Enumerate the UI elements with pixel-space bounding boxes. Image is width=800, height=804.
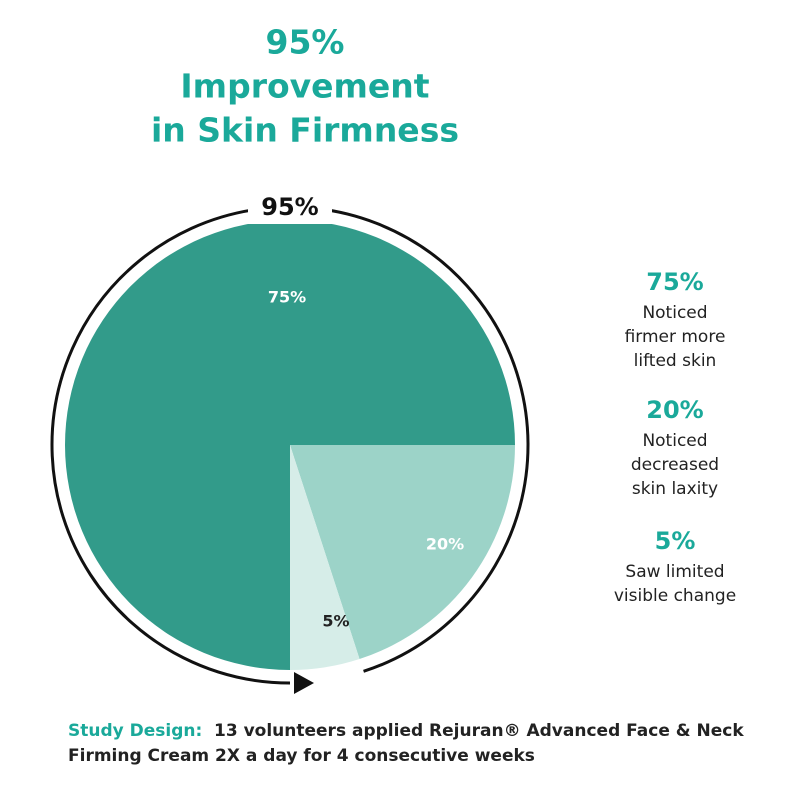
footer-text: Firming Cream 2X a day for 4 consecutive…	[68, 746, 535, 766]
slice-label: 75%	[268, 288, 306, 307]
legend-text: Noticed	[642, 431, 707, 451]
title-line: in Skin Firmness	[151, 111, 459, 150]
legend-text: skin laxity	[632, 479, 718, 499]
legend-text: lifted skin	[634, 351, 717, 371]
pie	[65, 220, 515, 670]
legend-text: Saw limited	[625, 562, 724, 582]
legend-text: decreased	[631, 455, 719, 475]
legend-text: visible change	[614, 586, 736, 606]
pie-slice	[290, 445, 360, 670]
title-line: 95%	[266, 23, 345, 62]
ring-gap	[248, 190, 332, 224]
ring-label: 95%	[261, 193, 318, 221]
footer-lead: Study Design:	[68, 721, 202, 741]
title-line: Improvement	[180, 67, 429, 106]
legend-value: 20%	[646, 396, 703, 424]
legend-value: 5%	[655, 527, 696, 555]
footer-text: 13 volunteers applied Rejuran® Advanced …	[214, 721, 744, 741]
pie-slice	[290, 445, 515, 659]
slice-label: 5%	[322, 612, 349, 631]
legend-text: firmer more	[625, 327, 726, 347]
legend-text: Noticed	[642, 303, 707, 323]
legend-value: 75%	[646, 268, 703, 296]
ring-arrow	[294, 672, 314, 694]
slice-label: 20%	[426, 535, 464, 554]
